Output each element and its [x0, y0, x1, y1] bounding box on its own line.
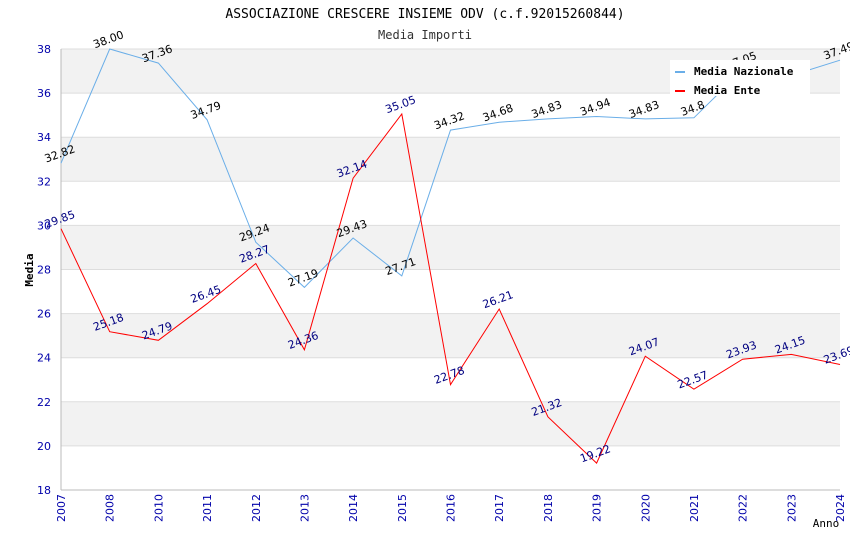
x-tick-label: 2010 — [152, 494, 165, 522]
legend-label-media-nazionale: Media Nazionale — [694, 65, 794, 78]
x-tick-label: 2024 — [834, 494, 847, 522]
x-tick-label: 2023 — [785, 494, 798, 522]
grid-band — [61, 269, 840, 314]
legend-background — [670, 60, 810, 96]
grid-band — [61, 181, 840, 226]
y-axis-label: Media — [23, 253, 36, 286]
y-tick-label: 28 — [37, 264, 51, 277]
grid-band — [61, 225, 840, 270]
x-tick-label: 2014 — [347, 494, 360, 522]
x-tick-label: 2020 — [639, 494, 652, 522]
series-line-media-ente — [60, 112, 841, 464]
chart-subtitle: Media Importi — [378, 28, 472, 42]
x-tick-label: 2015 — [396, 494, 409, 522]
legend-label-media-ente: Media Ente — [694, 84, 761, 97]
x-axis-label: Anno — [813, 517, 840, 530]
y-tick-label: 38 — [37, 43, 51, 56]
y-tick-label: 36 — [37, 87, 51, 100]
x-tick-label: 2008 — [104, 494, 117, 522]
x-tick-label: 2016 — [445, 494, 458, 522]
grid-band — [61, 137, 840, 182]
grid-bands — [61, 48, 840, 491]
legend: Media Nazionale Media Ente — [670, 60, 810, 97]
grid-band — [61, 313, 840, 358]
x-tick-label: 2012 — [250, 494, 263, 522]
x-tick-label: 2022 — [737, 494, 750, 522]
y-tick-label: 26 — [37, 308, 51, 321]
x-tick-label: 2018 — [542, 494, 555, 522]
x-tick-label: 2019 — [591, 494, 604, 522]
x-tick-label: 2013 — [298, 494, 311, 522]
x-tick-label: 2017 — [493, 494, 506, 522]
y-tick-label: 32 — [37, 175, 51, 188]
y-tick-label: 22 — [37, 396, 51, 409]
grid-band — [61, 445, 840, 490]
series-line-media-nazionale — [60, 48, 841, 289]
y-tick-label: 18 — [37, 484, 51, 497]
x-tick-label: 2007 — [55, 494, 68, 522]
data-label: 38.00 — [91, 28, 125, 51]
chart-title: ASSOCIAZIONE CRESCERE INSIEME ODV (c.f.9… — [225, 7, 624, 22]
x-tick-label: 2011 — [201, 494, 214, 522]
y-tick-label: 30 — [37, 219, 51, 232]
axes — [60, 49, 840, 491]
series-lines — [60, 48, 841, 464]
x-tick-label: 2021 — [688, 494, 701, 522]
grid-band — [61, 401, 840, 446]
y-tick-label: 34 — [37, 131, 51, 144]
y-tick-label: 24 — [37, 352, 51, 365]
y-tick-label: 20 — [37, 440, 51, 453]
